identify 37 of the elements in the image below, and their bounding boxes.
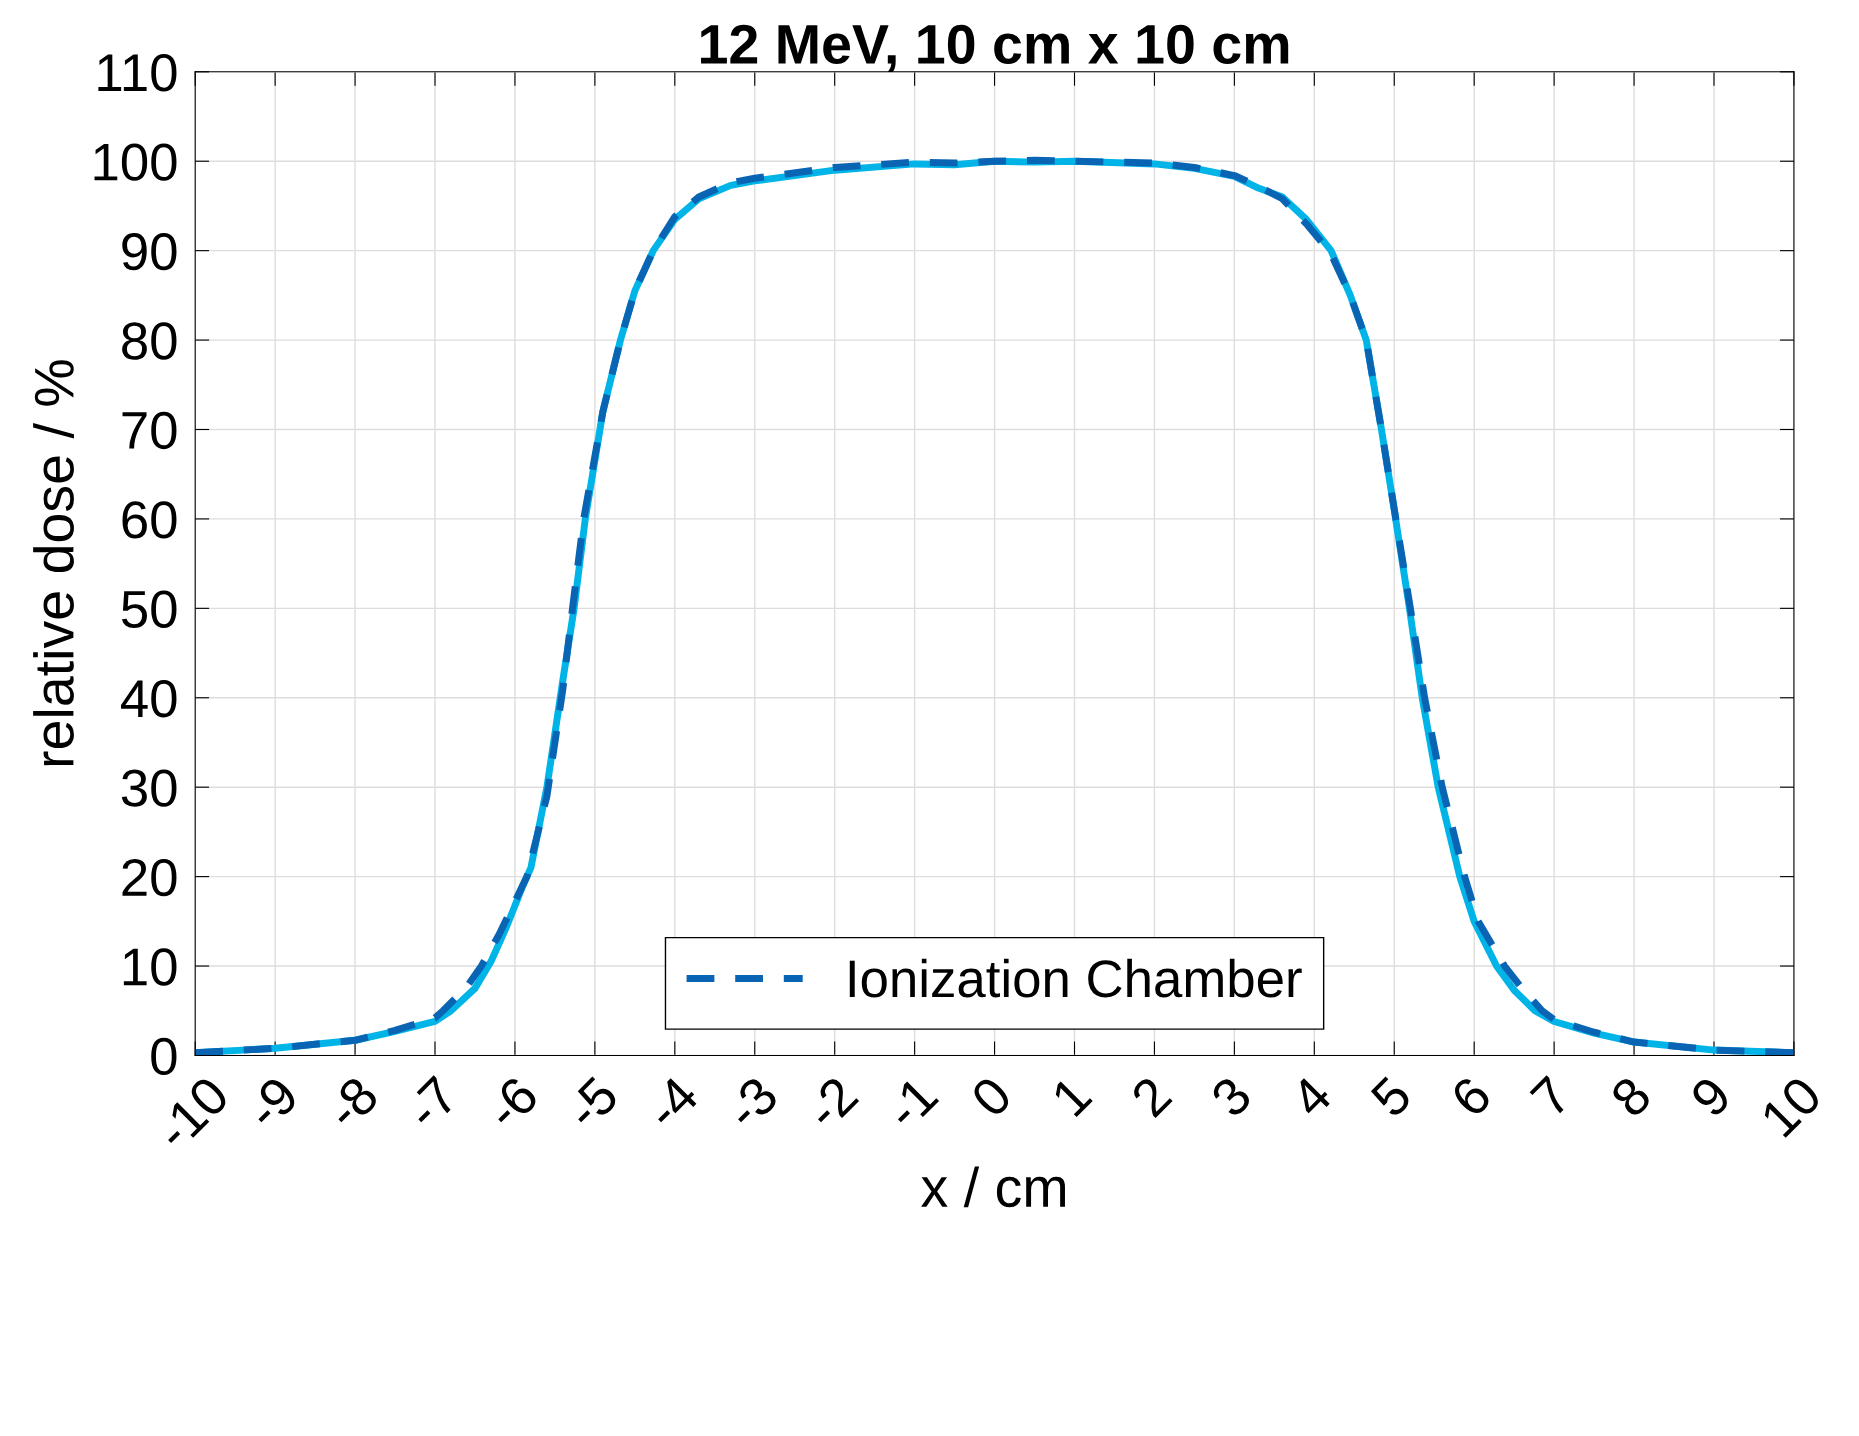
y-tick-label: 50 (121, 590, 177, 628)
chart-title: 12 MeV, 10 cm x 10 cm (701, 24, 1289, 73)
x-tick-label: -7 (404, 1075, 460, 1131)
x-tick-label: 10 (1759, 1074, 1824, 1139)
y-tick-label: 30 (121, 769, 177, 807)
x-tick-label: -3 (723, 1074, 780, 1132)
y-tick-label: 70 (122, 411, 177, 450)
x-tick-label: 6 (1449, 1074, 1493, 1119)
y-axis-title: relative dose / % (33, 360, 74, 766)
y-tick-label: 90 (122, 232, 177, 271)
x-tick-label: 0 (969, 1074, 1014, 1119)
x-tick-label: 3 (1209, 1074, 1254, 1119)
y-tick-label: 100 (94, 143, 177, 181)
x-tick-label: -4 (643, 1074, 700, 1131)
x-tick-label: 1 (1050, 1075, 1093, 1118)
x-tick-label: -2 (803, 1074, 860, 1131)
y-tick-label: 20 (122, 858, 177, 897)
x-tick-label: 4 (1288, 1074, 1334, 1120)
x-tick-label: 9 (1688, 1074, 1733, 1119)
x-tick-label: -1 (883, 1075, 940, 1131)
legend-label: Ionization Chamber (849, 958, 1302, 998)
x-axis-title: x / cm (921, 1166, 1065, 1208)
x-tick-label: -10 (153, 1074, 231, 1152)
y-tick-label: 0 (151, 1037, 177, 1076)
x-tick-label: -5 (563, 1075, 620, 1132)
y-tick-label: 110 (98, 54, 177, 92)
y-tick-label: 40 (121, 680, 177, 718)
y-tick-label: 80 (122, 322, 177, 360)
x-tick-label: 8 (1608, 1074, 1653, 1119)
x-tick-label: 7 (1529, 1075, 1573, 1119)
x-tick-label: -9 (243, 1074, 300, 1132)
x-tick-label: -6 (483, 1074, 540, 1132)
x-tick-label: 5 (1369, 1075, 1414, 1119)
x-tick-label: 2 (1129, 1074, 1173, 1119)
y-tick-label: 60 (122, 501, 177, 539)
y-tick-label: 10 (123, 948, 177, 986)
x-tick-label: -8 (323, 1074, 381, 1132)
